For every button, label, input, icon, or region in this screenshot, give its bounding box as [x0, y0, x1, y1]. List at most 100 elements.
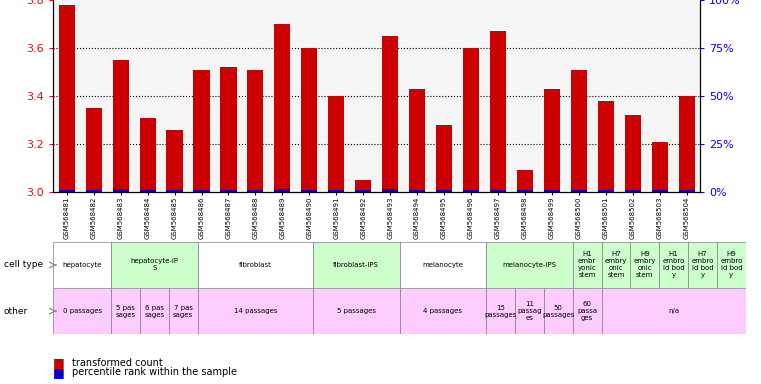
Text: 0 passages: 0 passages [62, 308, 102, 314]
Bar [400, 288, 486, 334]
Text: 5 passages: 5 passages [337, 308, 376, 314]
Bar [247, 70, 263, 192]
Text: H7
embry
onic
stem: H7 embry onic stem [605, 252, 627, 278]
Bar [601, 242, 630, 288]
Bar [651, 142, 667, 192]
Bar [436, 125, 452, 192]
Bar [463, 48, 479, 192]
Bar [328, 96, 344, 192]
Bar [113, 189, 129, 192]
Bar [111, 242, 198, 288]
Text: 7 pas
sages: 7 pas sages [173, 305, 193, 318]
Text: 6 pas
sages: 6 pas sages [144, 305, 164, 318]
Bar [59, 190, 75, 192]
Bar [301, 48, 317, 192]
Bar [53, 242, 111, 288]
Bar [679, 190, 695, 192]
Bar [355, 190, 371, 192]
Bar [274, 24, 291, 192]
Bar [85, 108, 102, 192]
Bar [572, 288, 601, 334]
Bar [198, 288, 313, 334]
Bar [382, 36, 398, 192]
Text: cell type: cell type [4, 260, 43, 270]
Text: fibroblast-IPS: fibroblast-IPS [333, 262, 379, 268]
Bar [111, 288, 140, 334]
Text: ■: ■ [53, 366, 65, 379]
Bar [544, 288, 573, 334]
Bar [597, 190, 614, 192]
Text: n/a: n/a [668, 308, 680, 314]
Text: hepatocyte: hepatocyte [62, 262, 102, 268]
Bar [198, 242, 313, 288]
Bar [313, 242, 400, 288]
Bar [625, 115, 641, 192]
Bar [355, 180, 371, 192]
Bar [486, 242, 572, 288]
Bar [544, 89, 560, 192]
Bar [463, 190, 479, 192]
Text: transformed count: transformed count [72, 358, 163, 368]
Bar [679, 96, 695, 192]
Bar [630, 242, 659, 288]
Bar [688, 242, 717, 288]
Bar [113, 60, 129, 192]
Text: H7
embro
id bod
y: H7 embro id bod y [691, 252, 714, 278]
Bar [486, 288, 515, 334]
Bar [717, 242, 746, 288]
Bar [221, 190, 237, 192]
Bar [571, 70, 587, 192]
Bar [409, 190, 425, 192]
Bar [436, 190, 452, 192]
Bar [139, 118, 156, 192]
Bar [597, 101, 614, 192]
Bar [167, 190, 183, 192]
Bar [544, 190, 560, 192]
Bar [400, 242, 486, 288]
Bar [659, 242, 688, 288]
Bar [167, 130, 183, 192]
Bar [85, 190, 102, 192]
Bar [313, 288, 400, 334]
Bar [409, 89, 425, 192]
Bar [571, 190, 587, 192]
Bar [328, 190, 344, 192]
Text: other: other [4, 306, 28, 316]
Bar [601, 288, 746, 334]
Bar [572, 242, 601, 288]
Bar [169, 288, 198, 334]
Text: hepatocyte-iP
S: hepatocyte-iP S [130, 258, 178, 271]
Text: melanocyte-IPS: melanocyte-IPS [502, 262, 556, 268]
Text: fibroblast: fibroblast [239, 262, 272, 268]
Text: 11
passag
es: 11 passag es [517, 301, 542, 321]
Bar [274, 189, 291, 192]
Bar [382, 189, 398, 192]
Bar [301, 190, 317, 192]
Bar [517, 190, 533, 192]
Text: ■: ■ [53, 356, 65, 369]
Bar [515, 288, 544, 334]
Text: H1
embr
yonic
stem: H1 embr yonic stem [578, 252, 597, 278]
Bar [247, 190, 263, 192]
Bar [140, 288, 169, 334]
Text: 14 passages: 14 passages [234, 308, 277, 314]
Text: H9
embro
id bod
y: H9 embro id bod y [720, 252, 743, 278]
Bar [53, 288, 111, 334]
Bar [193, 70, 209, 192]
Bar [59, 5, 75, 192]
Text: 60
passa
ges: 60 passa ges [577, 301, 597, 321]
Bar [221, 67, 237, 192]
Text: H9
embry
onic
stem: H9 embry onic stem [634, 252, 656, 278]
Text: percentile rank within the sample: percentile rank within the sample [72, 367, 237, 377]
Bar [490, 31, 506, 192]
Bar [651, 190, 667, 192]
Bar [193, 190, 209, 192]
Text: 5 pas
sages: 5 pas sages [116, 305, 135, 318]
Text: 50
passages: 50 passages [542, 305, 575, 318]
Bar [139, 190, 156, 192]
Text: 4 passages: 4 passages [423, 308, 462, 314]
Bar [517, 170, 533, 192]
Bar [625, 190, 641, 192]
Text: H1
embro
id bod
y: H1 embro id bod y [663, 252, 685, 278]
Text: melanocyte: melanocyte [422, 262, 463, 268]
